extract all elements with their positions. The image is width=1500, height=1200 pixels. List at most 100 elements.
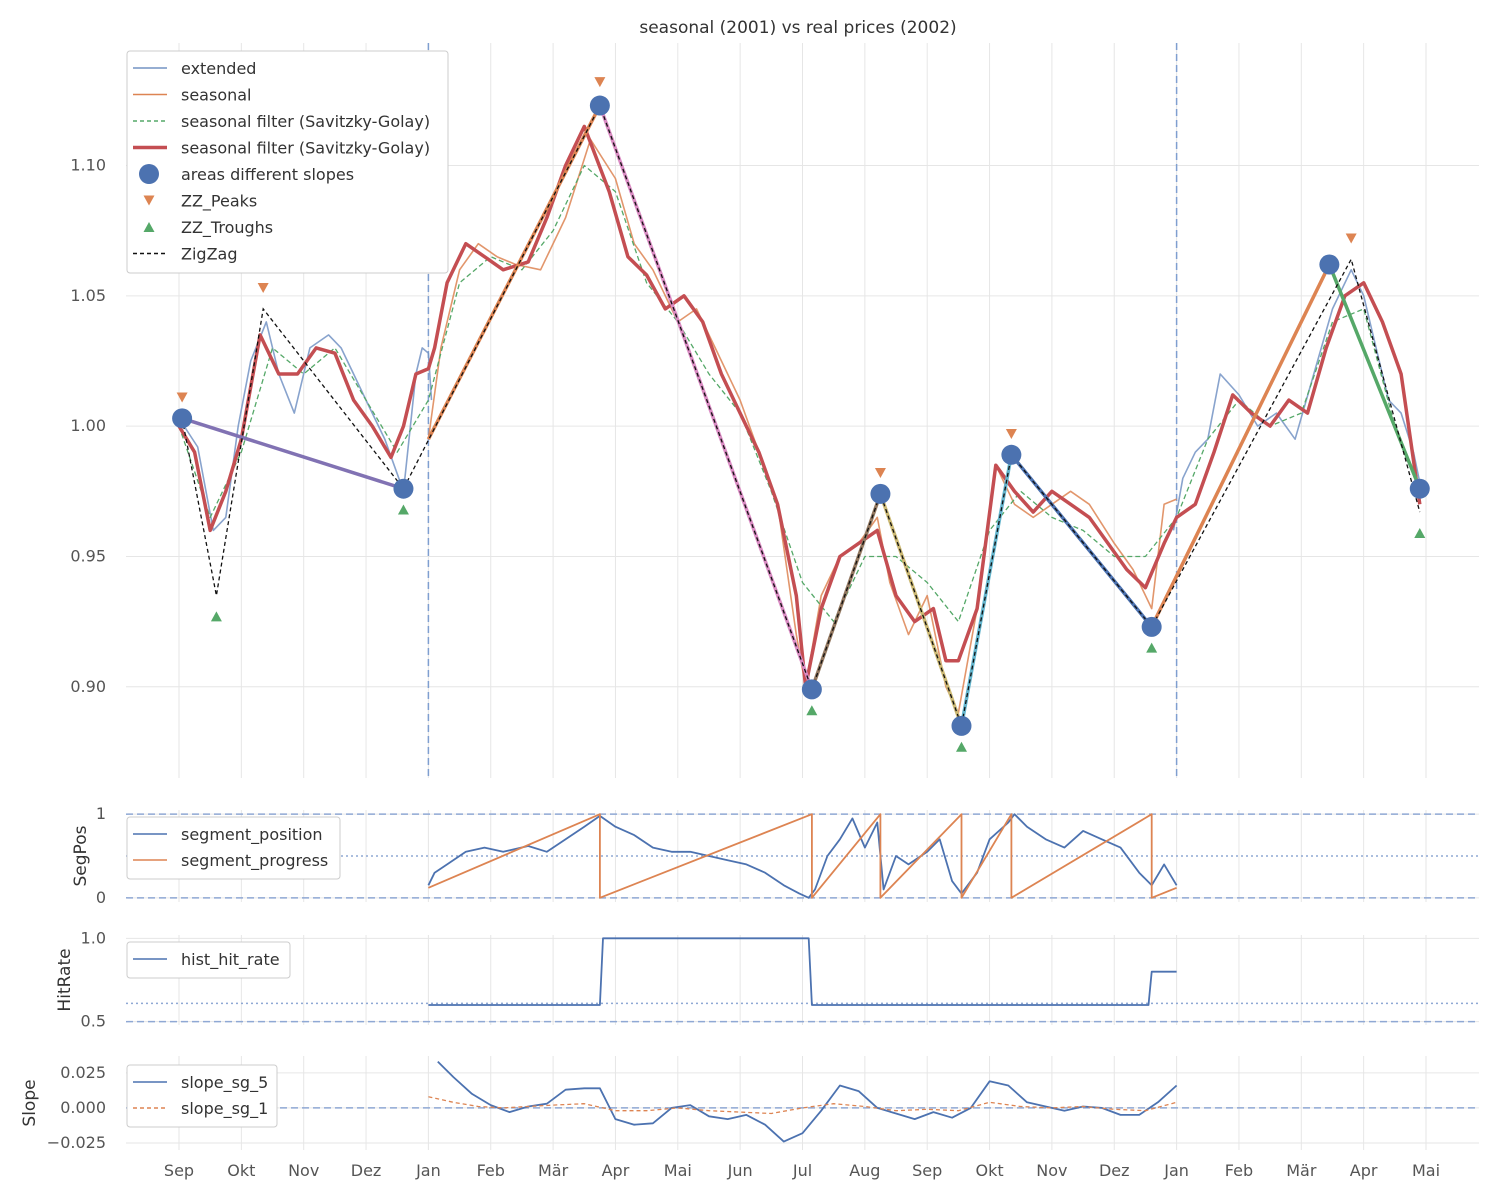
y-tick-label: −0.025 — [47, 1133, 106, 1152]
segpos-panel: 0 1 SegPos — [71, 804, 1479, 907]
zz-trough-marker — [806, 705, 818, 716]
y-axis-label: HitRate — [55, 948, 75, 1011]
x-tick-label: Feb — [477, 1161, 505, 1180]
y-axis-label: Slope — [20, 1079, 40, 1126]
x-tick-label: Okt — [975, 1161, 1003, 1180]
series-segment-position — [427, 813, 1178, 899]
zigzag-line — [181, 103, 1421, 729]
legend-label: seasonal filter (Savitzky-Golay) — [181, 139, 430, 158]
y-tick-label: 0.90 — [70, 677, 106, 696]
zz-peak-marker — [874, 468, 886, 479]
slope-area-dot — [1409, 478, 1430, 499]
legend-swatch-dot — [139, 164, 159, 184]
x-tick-label: Feb — [1225, 1161, 1253, 1180]
x-tick-label: Dez — [1099, 1161, 1130, 1180]
x-tick-label: Nov — [1036, 1161, 1067, 1180]
x-tick-label: Mai — [664, 1161, 692, 1180]
slope-segment — [1150, 263, 1331, 628]
legend-label: segment_progress — [181, 851, 328, 871]
series-extended — [178, 321, 433, 532]
legend-label: hist_hit_rate — [181, 950, 280, 970]
legend-label: extended — [181, 59, 256, 78]
y-tick-label: 1.05 — [70, 286, 106, 305]
y-tick-label: 0.025 — [60, 1063, 106, 1082]
legend-label: ZigZag — [181, 245, 237, 264]
series-seasonal — [427, 138, 1177, 714]
zz-peak-marker — [257, 283, 269, 293]
x-tick-label: Jan — [415, 1161, 441, 1180]
legend-frame — [126, 816, 341, 880]
slope-area-dot — [393, 478, 414, 499]
slope-segment — [598, 104, 814, 690]
slope-area-dot — [1001, 444, 1022, 465]
x-tick-label: Jun — [727, 1161, 753, 1180]
x-tick-label: Sep — [912, 1161, 942, 1180]
main-panel: 0.90 0.95 1.00 1.05 1.10 seasonal (2001) vs r… — [70, 18, 1479, 778]
legend-frame — [126, 941, 291, 979]
zz-trough-marker — [210, 611, 222, 622]
legend-label: seasonal — [181, 86, 252, 105]
hitrate-panel: 0.5 1.0 HitRate — [55, 928, 1479, 1031]
slope-area-dot — [589, 95, 610, 116]
slope-area-dot — [801, 679, 822, 700]
slope-area-dot — [172, 408, 193, 429]
x-tick-label: Jul — [792, 1161, 812, 1180]
y-tick-label: 0.5 — [81, 1012, 106, 1031]
x-tick-label: Apr — [602, 1161, 630, 1180]
segpos-legend: segment_position segment_progress — [126, 816, 341, 880]
x-grid-slope — [178, 1056, 1427, 1150]
zz-peak-marker — [176, 392, 188, 403]
legend-label: ZZ_Troughs — [181, 218, 273, 238]
x-grid-hitrate — [178, 935, 1427, 1025]
slope-segment — [1327, 263, 1422, 490]
legend-frame — [126, 1064, 278, 1128]
zz-peak-marker — [594, 77, 606, 88]
chart-title: seasonal (2001) vs real prices (2002) — [639, 18, 956, 38]
zz-trough-marker — [955, 741, 967, 752]
series-hist-hit-rate — [428, 937, 1177, 1006]
slope-area-dot — [1141, 616, 1162, 637]
legend-swatch-triangle-down — [143, 195, 155, 206]
legend-label: ZZ_Peaks — [181, 192, 257, 212]
x-tick-label: Okt — [227, 1161, 255, 1180]
y-tick-label: 1.10 — [70, 156, 106, 175]
hitrate-legend: hist_hit_rate — [126, 941, 291, 979]
y-tick-label: 0.95 — [70, 546, 106, 565]
x-tick-label: Dez — [351, 1161, 382, 1180]
y-tick-label: 0 — [96, 888, 106, 907]
slope-area-dot — [951, 715, 972, 736]
zz-peak-marker — [1345, 233, 1357, 244]
y-axis-label: SegPos — [71, 825, 91, 886]
x-tick-label: Jan — [1163, 1161, 1189, 1180]
zz-trough-marker — [1414, 528, 1426, 538]
series-segment-progress — [428, 813, 1177, 899]
y-tick-label: 1.00 — [70, 416, 106, 435]
zz-peak-marker — [1005, 428, 1017, 439]
slope-area-dot — [870, 483, 891, 504]
x-tick-label: Nov — [288, 1161, 319, 1180]
x-tick-label: Mär — [1286, 1161, 1317, 1180]
x-tick-label: Mär — [538, 1161, 569, 1180]
legend-label: areas different slopes — [181, 165, 354, 184]
series-seasonal-filter-savitzky-golay- — [177, 124, 1422, 689]
legend-swatch-triangle-up — [143, 222, 155, 232]
series-slope-sg-1 — [428, 1096, 1177, 1115]
series-extended — [1172, 268, 1423, 531]
x-tick-label: Apr — [1350, 1161, 1378, 1180]
legend-label: slope_sg_1 — [181, 1099, 268, 1119]
legend-label: segment_position — [181, 825, 323, 845]
slope-segment — [181, 416, 404, 491]
zz-trough-marker — [1146, 642, 1158, 653]
slope-legend: slope_sg_5 slope_sg_1 — [126, 1064, 278, 1128]
legend-label: slope_sg_5 — [181, 1073, 268, 1093]
slope-area-dot — [1319, 254, 1340, 275]
y-tick-label: 1.0 — [81, 928, 106, 947]
legend-frame — [126, 50, 449, 274]
slope-panel: −0.025 0.000 0.025 Slope — [20, 1060, 1479, 1152]
y-tick-label: 1 — [96, 804, 106, 823]
zz-trough-marker — [397, 504, 409, 515]
x-axis: Sep Okt Nov Dez Jan Feb Mär Apr Mai Jun Jul Aug Sep O… — [164, 1161, 1440, 1180]
legend-label: seasonal filter (Savitzky-Golay) — [181, 112, 430, 131]
x-tick-label: Sep — [164, 1161, 194, 1180]
